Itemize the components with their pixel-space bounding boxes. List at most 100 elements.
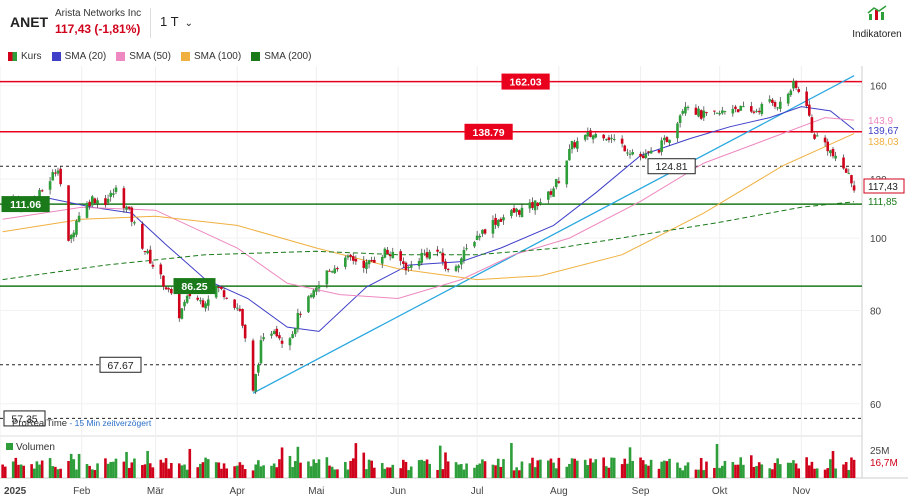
- candle-body: [177, 293, 181, 319]
- volume-bar: [254, 464, 258, 478]
- volume-bar: [325, 457, 329, 478]
- volume-bar: [499, 466, 503, 478]
- volume-bar: [125, 451, 128, 478]
- volume-bar: [1, 464, 4, 478]
- level-label-box: [501, 73, 550, 90]
- volume-bar: [531, 457, 534, 478]
- candle-body: [270, 333, 273, 336]
- volume-bar: [481, 459, 484, 478]
- candle-body: [164, 287, 168, 290]
- volume-bar: [259, 466, 263, 478]
- candle-body: [425, 252, 429, 258]
- volume-bar: [570, 458, 574, 478]
- legend-item-2[interactable]: SMA (50): [116, 51, 171, 62]
- chart-header: ANET Arista Networks Inc 117,43 (-1,81%)…: [0, 0, 908, 46]
- legend-swatch: [51, 52, 61, 61]
- candle-body: [844, 168, 848, 173]
- volume-bar: [549, 458, 553, 478]
- candle-body: [720, 110, 724, 114]
- candle-body: [93, 198, 97, 204]
- candle-body: [834, 155, 837, 159]
- y-tick-label: 100: [870, 234, 887, 245]
- candle-body: [38, 190, 41, 200]
- candle-body: [417, 260, 421, 267]
- candle-body: [594, 133, 598, 138]
- legend-item-3[interactable]: SMA (100): [180, 51, 241, 62]
- candle-body: [409, 265, 413, 268]
- volume-bar: [697, 469, 700, 478]
- candle-body: [85, 203, 89, 218]
- indicators-button[interactable]: Indikatoren: [850, 4, 904, 42]
- volume-bar: [272, 463, 276, 478]
- candle-body: [520, 207, 524, 218]
- candle-body: [407, 266, 410, 269]
- volume-bar: [404, 461, 408, 478]
- candle-body: [715, 112, 719, 114]
- volume-bar: [473, 467, 476, 478]
- candle-body: [628, 153, 632, 155]
- candle-body: [354, 258, 358, 262]
- volume-bar: [3, 466, 7, 478]
- legend-label: SMA (200): [264, 51, 312, 62]
- price-tag: 139,67: [868, 126, 899, 137]
- candle-body: [180, 308, 184, 319]
- candle-body: [201, 300, 205, 308]
- volume-bar: [518, 470, 521, 478]
- candle-body: [586, 132, 590, 137]
- chevron-down-icon: ⌄: [184, 18, 193, 29]
- candle-body: [54, 172, 57, 174]
- candle-body: [481, 229, 484, 234]
- volume-bar: [602, 457, 605, 478]
- candle-body: [570, 140, 574, 150]
- candle-body: [183, 301, 186, 307]
- candle-body: [483, 229, 487, 234]
- volume-bar: [235, 465, 239, 478]
- candle-body: [533, 200, 537, 211]
- candle-body: [423, 253, 426, 255]
- candle-body: [159, 264, 163, 275]
- candle-body: [373, 259, 376, 263]
- candle-body: [794, 80, 798, 88]
- candle-body: [805, 91, 808, 107]
- candle-body: [502, 217, 505, 221]
- candle-body: [199, 300, 202, 302]
- volume-bar: [399, 468, 402, 478]
- volume-bar: [620, 464, 624, 478]
- legend-item-0[interactable]: Kurs: [8, 51, 42, 62]
- legend-item-1[interactable]: SMA (20): [51, 51, 106, 62]
- period-selector[interactable]: 1 T ⌄: [160, 14, 193, 29]
- x-tick-label: Mai: [308, 486, 324, 497]
- volume-bar: [494, 465, 497, 478]
- volume-bar: [757, 462, 761, 478]
- volume-bar: [159, 459, 163, 478]
- volume-bar: [262, 465, 265, 478]
- candle-body: [214, 286, 218, 298]
- candle-body: [697, 108, 700, 117]
- volume-bar: [354, 443, 358, 478]
- candle-body: [755, 110, 758, 112]
- volume-bar: [291, 467, 294, 478]
- volume-bar: [333, 469, 337, 478]
- candle-body: [768, 99, 772, 102]
- volume-bar: [96, 463, 99, 478]
- volume-bar: [90, 469, 94, 478]
- candle-body: [660, 140, 663, 152]
- volume-bar: [742, 464, 745, 478]
- candle-body: [170, 288, 173, 294]
- candle-body: [539, 201, 542, 205]
- candle-body: [810, 117, 814, 133]
- level-label-text: 86.25: [181, 281, 207, 293]
- volume-bar: [705, 461, 708, 478]
- level-label-text: 111.06: [10, 199, 41, 211]
- legend-item-4[interactable]: SMA (200): [251, 51, 311, 62]
- candle-body: [589, 130, 592, 137]
- indicator-legend: Kurs SMA (20) SMA (50) SMA (100) SMA (200): [8, 51, 311, 62]
- volume-bar: [676, 462, 679, 478]
- volume-bar: [383, 468, 387, 478]
- price-tag: 138,03: [868, 137, 899, 148]
- candle-body: [607, 137, 611, 141]
- candle-body: [402, 261, 405, 264]
- candle-body: [631, 151, 634, 155]
- candle-body: [444, 261, 447, 269]
